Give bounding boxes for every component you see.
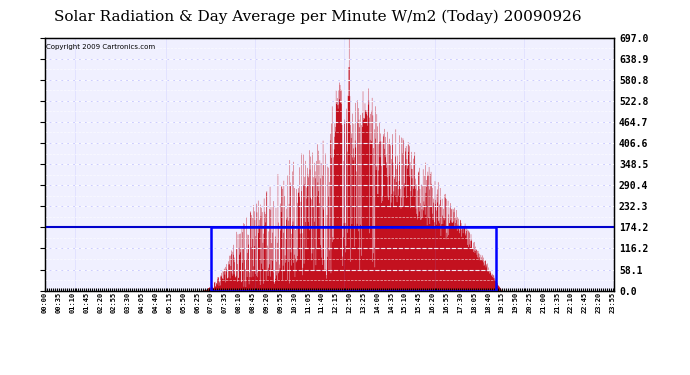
Bar xyxy=(211,227,496,291)
Text: Copyright 2009 Cartronics.com: Copyright 2009 Cartronics.com xyxy=(46,44,155,50)
Text: Solar Radiation & Day Average per Minute W/m2 (Today) 20090926: Solar Radiation & Day Average per Minute… xyxy=(54,9,581,24)
